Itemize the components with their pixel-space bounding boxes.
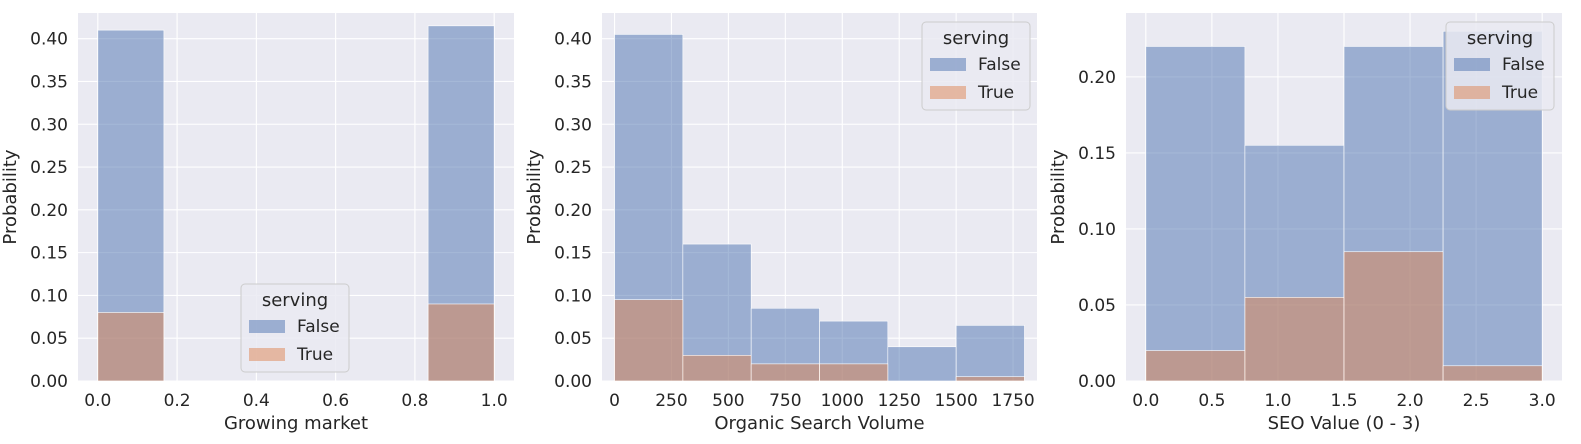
- legend-swatch-false: [930, 58, 966, 71]
- bar-false: [955, 325, 1025, 382]
- y-tick-label: 0.00: [30, 372, 68, 392]
- y-tick-label: 0.05: [30, 329, 68, 349]
- x-tick-label: 3.0: [1529, 391, 1556, 411]
- y-tick-label: 0.25: [554, 158, 592, 178]
- y-tick-label: 0.20: [30, 201, 68, 221]
- x-tick-label: 0: [609, 391, 620, 411]
- bar-true: [427, 303, 495, 382]
- x-tick-label: 1000: [821, 391, 864, 411]
- bar-true: [682, 355, 752, 382]
- x-tick-label: 0.5: [1198, 391, 1225, 411]
- y-axis-label: Probability: [0, 149, 21, 244]
- legend-swatch-true: [249, 348, 285, 361]
- legend-title: serving: [1467, 28, 1533, 49]
- legend-swatch-true: [930, 86, 966, 99]
- legend-swatch-true: [1454, 86, 1490, 99]
- y-tick-label: 0.05: [554, 329, 592, 349]
- y-tick-label: 0.35: [30, 72, 68, 92]
- legend: serving False True: [240, 283, 350, 373]
- legend-swatch-false: [249, 320, 285, 333]
- legend-entry-false: False: [978, 55, 1021, 75]
- x-tick-label: 0.8: [401, 391, 428, 411]
- bar-true: [750, 363, 820, 382]
- histogram-panel-organic-search-volume: 0.00 0.05 0.10 0.15 0.20 0.25 0.30 0.35 0.40 0 250…: [524, 13, 1037, 434]
- x-tick-label: 1.0: [481, 391, 508, 411]
- bar-true: [97, 312, 165, 382]
- bar-false: [887, 346, 957, 382]
- y-tick-label: 0.15: [30, 244, 68, 264]
- x-tick-label: 0.2: [164, 391, 191, 411]
- legend-entry-false: False: [1502, 55, 1545, 75]
- histogram-panel-growing-market: 0.00 0.05 0.10 0.15 0.20 0.25 0.30 0.35 0.40 0.0 0…: [0, 13, 514, 434]
- x-axis-label: Growing market: [224, 413, 368, 434]
- y-tick-label: 0.20: [1078, 68, 1116, 88]
- x-tick-label: 500: [712, 391, 744, 411]
- x-tick-label: 1.5: [1330, 391, 1357, 411]
- y-tick-label: 0.10: [554, 286, 592, 306]
- x-axis-label: SEO Value (0 - 3): [1268, 413, 1421, 434]
- bar-true: [819, 363, 889, 382]
- y-tick-label: 0.30: [30, 115, 68, 135]
- x-tick-label: 0.6: [322, 391, 349, 411]
- x-tick-label: 0.0: [1132, 391, 1159, 411]
- legend: serving False True: [1445, 21, 1555, 111]
- bar-true: [1442, 365, 1543, 382]
- y-tick-label: 0.00: [554, 372, 592, 392]
- y-axis-label: Probability: [524, 149, 545, 244]
- legend-entry-false: False: [297, 317, 340, 337]
- y-tick-label: 0.40: [554, 30, 592, 50]
- x-tick-label: 1750: [991, 391, 1034, 411]
- legend-entry-true: True: [1501, 83, 1538, 103]
- y-tick-label: 0.05: [1078, 296, 1116, 316]
- x-tick-label: 1.0: [1264, 391, 1291, 411]
- legend-title: serving: [262, 290, 328, 311]
- x-tick-label: 750: [769, 391, 801, 411]
- bar-true: [1244, 297, 1345, 382]
- y-tick-label: 0.15: [1078, 144, 1116, 164]
- bar-true: [955, 376, 1025, 382]
- x-axis-label: Organic Search Volume: [714, 413, 924, 434]
- x-tick-label: 0.4: [243, 391, 270, 411]
- y-tick-label: 0.40: [30, 30, 68, 50]
- legend-entry-true: True: [296, 345, 333, 365]
- bar-true: [1145, 350, 1246, 382]
- legend-swatch-false: [1454, 58, 1490, 71]
- y-tick-label: 0.25: [30, 158, 68, 178]
- bar-false: [1145, 46, 1246, 382]
- x-tick-label: 2.5: [1463, 391, 1490, 411]
- bar-true: [1343, 251, 1444, 382]
- bar-true: [614, 299, 684, 382]
- x-tick-label: 1250: [878, 391, 921, 411]
- y-tick-label: 0.00: [1078, 372, 1116, 392]
- histogram-panel-seo-value: 0.00 0.05 0.10 0.15 0.20 0.0 0.5 1.0 1.5 2.0 2.5 3.…: [1048, 13, 1562, 434]
- x-tick-label: 2.0: [1397, 391, 1424, 411]
- y-tick-label: 0.10: [1078, 220, 1116, 240]
- y-tick-label: 0.15: [554, 244, 592, 264]
- y-tick-label: 0.30: [554, 115, 592, 135]
- x-tick-label: 250: [655, 391, 687, 411]
- legend-entry-true: True: [977, 83, 1014, 103]
- y-tick-label: 0.10: [30, 286, 68, 306]
- y-axis-label: Probability: [1048, 149, 1069, 244]
- x-tick-label: 1500: [935, 391, 978, 411]
- legend: serving False True: [921, 21, 1031, 111]
- x-tick-label: 0.0: [84, 391, 111, 411]
- y-tick-label: 0.20: [554, 201, 592, 221]
- legend-title: serving: [943, 28, 1009, 49]
- y-tick-label: 0.35: [554, 72, 592, 92]
